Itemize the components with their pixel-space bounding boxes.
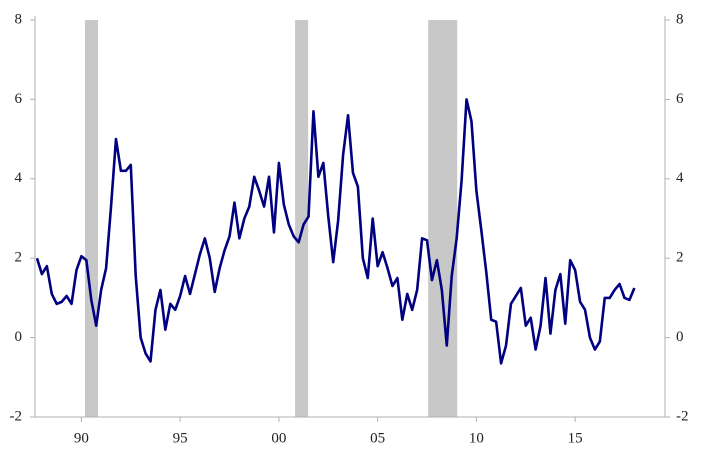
recession-band xyxy=(295,20,309,417)
y-tick-label: 2 xyxy=(15,250,23,266)
recession-band xyxy=(84,20,98,417)
y2-tick-label: 2 xyxy=(676,250,684,266)
x-tick-label: 95 xyxy=(173,430,188,446)
x-tick-label: 15 xyxy=(568,430,583,446)
x-tick-label: 10 xyxy=(469,430,484,446)
recession-band xyxy=(428,20,458,417)
y-tick-label: 8 xyxy=(15,11,23,27)
x-tick-label: 05 xyxy=(370,430,385,446)
y2-tick-label: -2 xyxy=(676,408,689,424)
y2-tick-label: 6 xyxy=(676,91,684,107)
x-tick-label: 90 xyxy=(74,430,89,446)
y-tick-label: 4 xyxy=(15,170,23,186)
y-tick-label: 6 xyxy=(15,91,23,107)
y-tick-label: 0 xyxy=(15,329,23,345)
y-tick-label: -2 xyxy=(10,408,23,424)
data-line xyxy=(35,98,636,365)
y2-tick-label: 4 xyxy=(676,170,684,186)
y2-tick-label: 0 xyxy=(676,329,684,345)
y2-tick-label: 8 xyxy=(676,11,684,27)
x-tick-label: 00 xyxy=(271,430,286,446)
